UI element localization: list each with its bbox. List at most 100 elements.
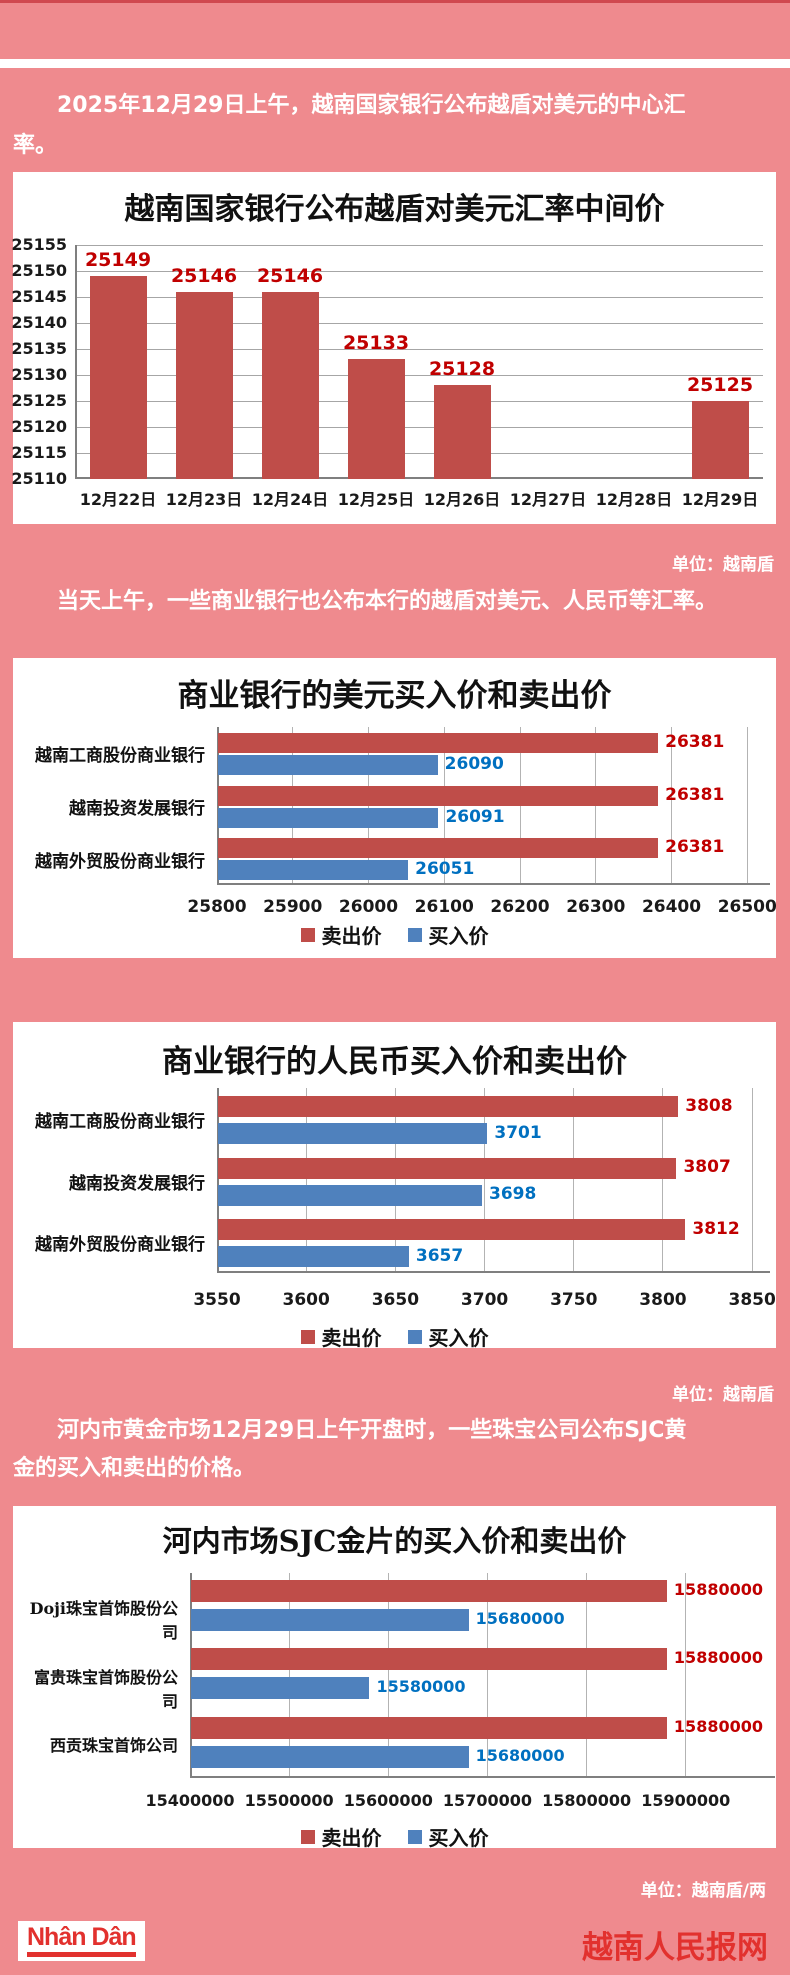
x-tick-label: 26000 [338,897,399,917]
bar [691,401,749,479]
x-tick-label: 26300 [566,897,626,917]
bar [218,1096,679,1117]
gridline [662,1088,664,1273]
bar [191,1580,667,1602]
x-tick-label: 15800000 [542,1791,632,1810]
plot-area [75,244,763,479]
legend: 卖出价 买入价 [13,920,776,949]
category-label: 越南外贸股份商业银行 [35,1235,205,1256]
chart-sjc-gold-panel: 河内市场SJC金片的买入价和卖出价 15880000 15680000 158800… [13,1506,776,1851]
plot-area: 15880000 15680000 15880000 15580000 15880000… [190,1573,775,1778]
category-label: 越南工商股份商业银行 [35,1111,205,1132]
bar [218,733,659,753]
plot-area: 3808 3701 3807 3698 3812 3657 [217,1088,770,1273]
nhandan-logo-underline [27,1952,136,1957]
legend-item: 卖出价 [300,920,382,949]
gridline [751,1088,753,1273]
bar-value-label: 15880000 [673,1580,763,1599]
unit-caption-2: 单位：越南盾 [672,1385,774,1405]
legend-item: 卖出价 [300,1322,382,1351]
gridline [75,374,763,376]
category-axis-line [217,1088,219,1273]
unit-caption-3: 单位：越南盾/两 [640,1881,766,1901]
bar-value-label: 15880000 [673,1716,763,1736]
gridline [75,322,763,324]
bar [218,755,438,775]
x-tick-label: 25900 [263,897,323,917]
y-tick-label: 25135 [11,339,67,358]
gridline [387,1573,389,1778]
bar [191,1609,469,1631]
bar [89,276,147,479]
legend-label: 卖出价 [321,924,382,948]
gridline [75,348,763,350]
gridline [595,727,597,885]
x-tick-label: 12月22日 [79,490,157,509]
legend-swatch [300,1829,315,1844]
bar [218,860,409,881]
nhandan-logo[interactable]: Nhân Dân [18,1921,145,1961]
x-tick-label: 15700000 [442,1791,532,1810]
intro-paragraph-gold-market: 河内市黄金市场12月29日上午开盘时，一些珠宝公司公布SJC黄 金的买入和卖出的… [13,1412,777,1488]
x-tick-label: 12月25日 [337,490,415,509]
gridline [75,270,763,272]
chart-title: 越南国家银行公布越盾对美元汇率中间价 [124,192,665,227]
category-axis-line [217,727,219,885]
bar-value-label: 25125 [686,374,754,396]
bar-value-label: 3807 [683,1157,731,1178]
bar-value-label: 25133 [342,332,410,355]
gridline [394,1088,396,1273]
gridline [288,1573,290,1778]
gridline [305,1088,307,1273]
category-label: 越南投资发展银行 [69,799,205,819]
bar [218,785,659,806]
bar-value-label: 3812 [692,1218,740,1239]
x-tick-label: 3600 [282,1290,330,1310]
bar-value-label: 25146 [256,264,324,287]
chart-title: 河内市场SJC金片的买入价和卖出价 [162,1524,627,1558]
legend-swatch [300,927,315,942]
legend-item: 买入价 [407,920,489,949]
category-label: Doji珠宝首饰股份公司 [29,1599,178,1643]
y-tick-label: 25110 [11,469,67,488]
nhandan-logo-text: Nhân Dân [27,1923,137,1951]
bar [261,291,319,479]
intro-paragraph-central-rate: 2025年12月29日上午，越南国家银行公布越盾对美元的中心汇 率。 [13,86,777,166]
x-tick-label: 12月24日 [251,490,329,509]
paragraph-line: 2025年12月29日上午，越南国家银行公布越盾对美元的中心汇 [57,93,686,118]
x-axis-line [217,1271,770,1273]
x-axis-line [217,883,770,885]
bar [218,1157,677,1179]
bar-value-label: 3808 [685,1095,733,1116]
gridline [486,1573,488,1778]
bar-value-label: 26381 [665,784,725,805]
bar-value-label: 15680000 [475,1745,565,1765]
x-axis-line [75,477,763,479]
gridline [75,296,763,298]
legend-item: 卖出价 [300,1822,382,1851]
header-divider [0,59,790,68]
y-tick-label: 25155 [11,235,67,254]
x-tick-label: 3850 [728,1290,776,1310]
x-tick-label: 26400 [641,897,702,917]
chart-cny-rates-panel: 商业银行的人民币买入价和卖出价 3808 3701 3807 3698 3812 3657… [13,1022,776,1351]
legend: 卖出价 买入价 [13,1322,776,1351]
y-tick-label: 25125 [11,391,67,410]
y-tick-label: 25130 [11,365,67,384]
plot-area: 26381 26090 26381 26091 26381 26051 [217,727,770,885]
x-tick-label: 3550 [193,1290,241,1310]
gridline [746,727,748,885]
x-tick-label: 15500000 [244,1791,334,1810]
bar [191,1648,667,1671]
gridline [484,1088,486,1273]
x-tick-label: 12月27日 [509,490,587,509]
paragraph-line: 金的买入和卖出的价格。 [13,1456,256,1481]
x-tick-label: 26200 [490,897,550,917]
gridline [75,452,763,454]
bar-value-label: 26051 [415,859,475,880]
bar-value-label: 25146 [170,264,238,287]
legend-item: 买入价 [407,1822,489,1851]
y-tick-label: 25140 [11,313,67,332]
legend-swatch [407,1829,422,1844]
intro-paragraph-commercial-banks: 当天上午，一些商业银行也公布本行的越盾对美元、人民币等汇率。 [13,586,777,618]
